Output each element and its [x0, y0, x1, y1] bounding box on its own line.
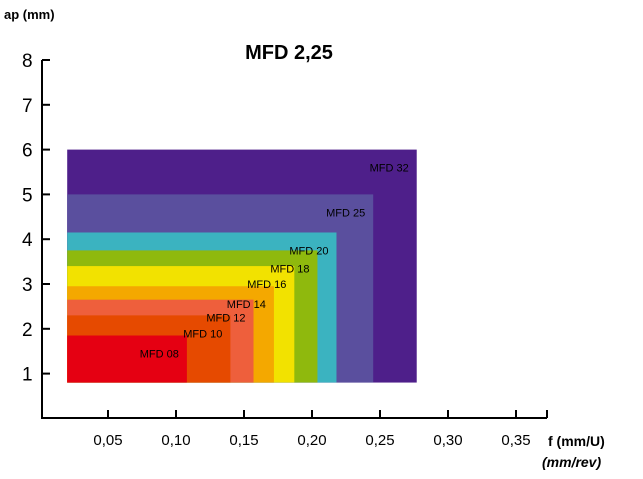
y-tick-label: 4 — [22, 230, 33, 251]
x-tick-label: 0,15 — [229, 432, 258, 449]
region-label-mfd-25: MFD 25 — [326, 207, 365, 219]
x-tick-label: 0,10 — [161, 432, 190, 449]
region-label-mfd-14: MFD 14 — [227, 299, 266, 311]
x-tick-label: 0,05 — [93, 432, 122, 449]
x-tick-label: 0,20 — [297, 432, 326, 449]
y-tick-label: 6 — [22, 141, 33, 162]
region-label-mfd-20: MFD 20 — [289, 245, 328, 257]
x-tick-label: 0,35 — [501, 432, 530, 449]
y-tick-label: 1 — [22, 365, 33, 386]
y-tick-label: 3 — [22, 275, 33, 296]
ticks: 1 2 3 4 5 6 7 8 0,05 0,10 0,15 0,20 0,25 0,30 0,35 — [22, 51, 531, 449]
region-label-mfd-18: MFD 18 — [270, 263, 309, 275]
x-tick-label: 0,25 — [365, 432, 394, 449]
region-label-mfd-32: MFD 32 — [370, 163, 409, 175]
y-axis-label: ap (mm) — [4, 7, 55, 22]
region-label-mfd-10: MFD 10 — [183, 328, 222, 340]
region-label-mfd-08: MFD 08 — [140, 349, 179, 361]
y-tick-label: 2 — [22, 320, 33, 341]
x-axis-label-secondary: (mm/rev) — [542, 454, 601, 470]
chart-title: MFD 2,25 — [245, 42, 333, 64]
region-mfd-08 — [67, 335, 187, 383]
y-tick-label: 7 — [22, 96, 33, 117]
region-label-mfd-16: MFD 16 — [247, 279, 286, 291]
region-label-mfd-12: MFD 12 — [206, 313, 245, 325]
x-axis-label: f (mm/U) — [548, 433, 605, 449]
x-tick-label: 0,30 — [433, 432, 462, 449]
labels: MFD 32 MFD 25 MFD 20 MFD 18 MFD 16 MFD 14 MFD … — [140, 163, 409, 361]
regions — [67, 149, 417, 383]
y-tick-label: 5 — [22, 185, 33, 206]
y-tick-label: 8 — [22, 51, 33, 72]
